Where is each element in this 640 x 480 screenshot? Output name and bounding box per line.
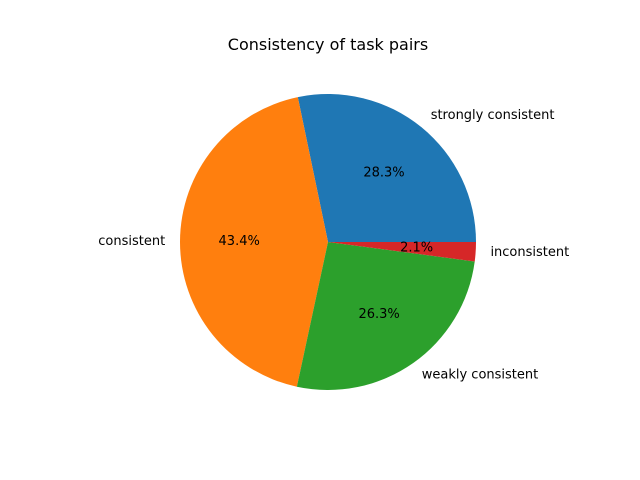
pie-slice-consistent	[180, 97, 328, 387]
slice-label-consistent: consistent	[98, 234, 165, 249]
chart-title: Consistency of task pairs	[228, 35, 428, 54]
pie-slice-weakly-consistent	[296, 242, 475, 390]
pie-slices	[180, 94, 477, 390]
pie-labels: strongly consistent 28.3% consistent 43.4% w…	[98, 108, 569, 382]
slice-label-strongly-consistent: strongly consistent	[431, 108, 555, 123]
slice-label-weakly-consistent: weakly consistent	[422, 368, 538, 383]
pie-slice-inconsistent	[328, 242, 476, 262]
pct-label-inconsistent: 2.1%	[400, 240, 433, 255]
pct-label-weakly-consistent: 26.3%	[358, 307, 399, 322]
pct-label-consistent: 43.4%	[219, 234, 260, 249]
slice-label-inconsistent: inconsistent	[490, 245, 569, 260]
pie-slice-strongly-consistent	[297, 94, 477, 242]
pct-label-strongly-consistent: 28.3%	[363, 166, 404, 181]
